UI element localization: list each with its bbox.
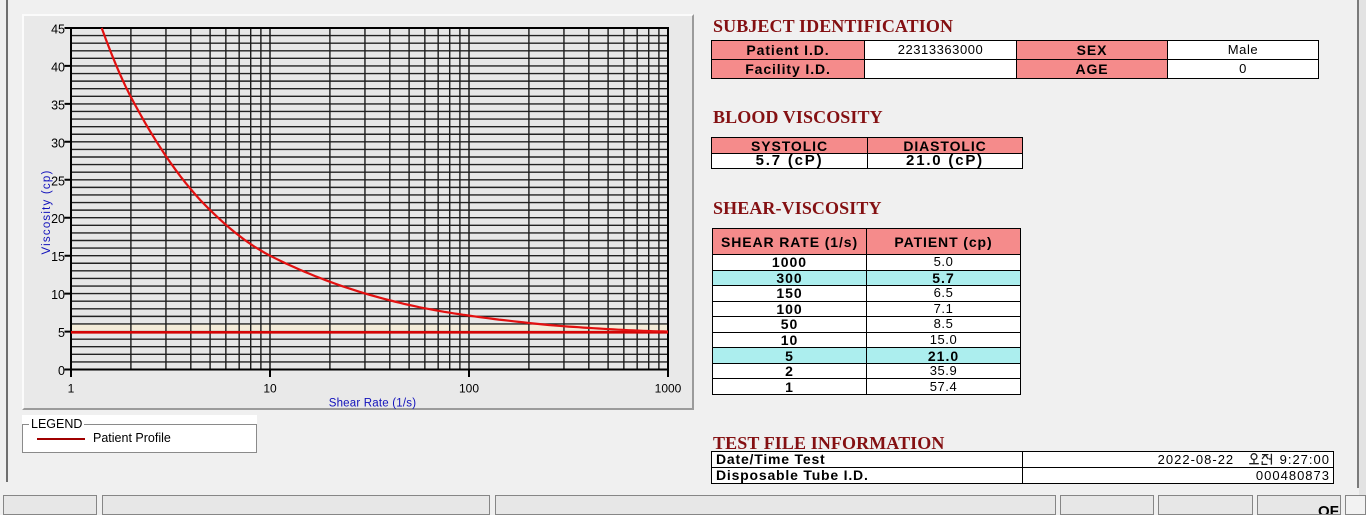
svg-text:25: 25 — [51, 174, 65, 188]
svg-text:Viscosity (cp): Viscosity (cp) — [41, 170, 53, 255]
svg-text:45: 45 — [51, 23, 65, 37]
svg-text:30: 30 — [51, 136, 65, 150]
svg-text:35: 35 — [51, 98, 65, 112]
svg-text:100: 100 — [459, 382, 479, 396]
svg-text:10: 10 — [263, 382, 277, 396]
svg-text:1: 1 — [68, 382, 75, 396]
svg-text:Shear Rate (1/s): Shear Rate (1/s) — [329, 398, 417, 410]
svg-text:40: 40 — [51, 60, 65, 74]
svg-text:20: 20 — [51, 212, 65, 226]
svg-text:5: 5 — [58, 326, 65, 340]
svg-text:15: 15 — [51, 250, 65, 264]
svg-text:1000: 1000 — [655, 382, 682, 396]
svg-text:10: 10 — [51, 288, 65, 302]
svg-text:0: 0 — [58, 364, 65, 378]
